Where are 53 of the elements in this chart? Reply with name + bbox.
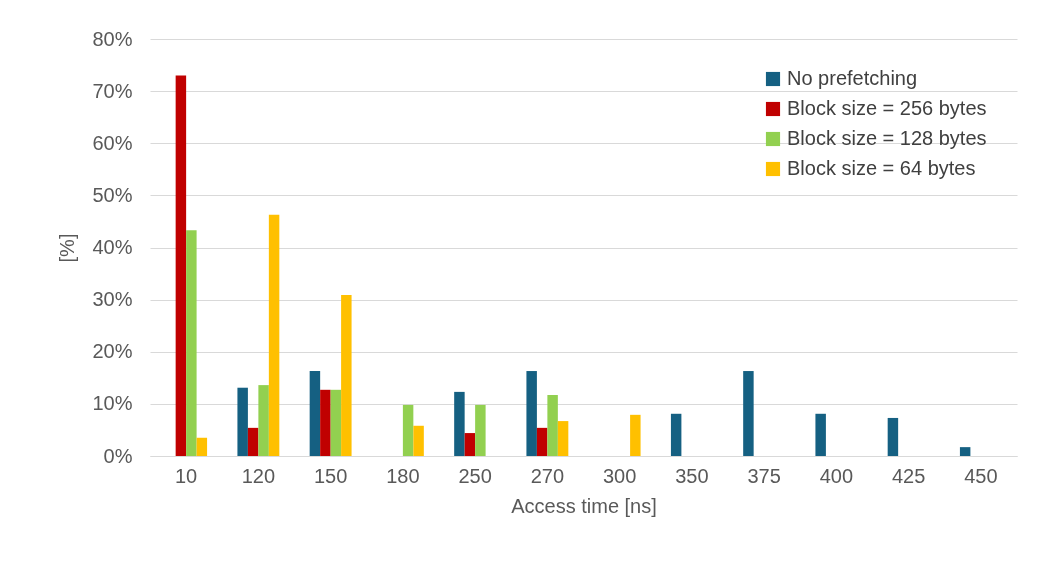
y-tick-label: 40% [92,236,133,258]
bar [341,294,352,456]
bar [402,404,414,456]
bar [237,387,248,456]
bar [330,389,342,456]
x-tick-label: 270 [530,464,565,487]
bar [413,425,424,456]
x-tick-label: 450 [964,464,998,487]
bar [959,447,971,456]
bar [815,413,826,456]
bar [309,371,321,456]
legend-label: Block size = 128 bytes [787,127,987,149]
x-axis-title: Access time [ns] [511,494,657,517]
bar [475,404,486,456]
y-tick-label: 70% [92,79,133,102]
bar [175,75,187,456]
y-axis-title: [%] [56,233,79,263]
bar [670,413,682,456]
bar [743,371,754,456]
y-tick-label: 20% [92,340,133,363]
bar [536,427,548,456]
bar [320,389,331,456]
bar [268,214,280,456]
bar [887,417,899,456]
y-tick-label: 80% [92,27,133,50]
y-tick-label: 0% [103,444,133,467]
x-tick-label: 375 [747,464,781,487]
y-tick-label: 30% [92,288,133,311]
bar [464,433,476,456]
y-tick-label: 60% [92,131,133,154]
y-tick-label: 10% [92,392,133,415]
bar [526,371,537,456]
x-tick-label: 250 [458,464,492,487]
legend-label: Block size = 64 bytes [787,157,976,179]
x-tick-label: 425 [891,464,926,487]
bar [258,385,269,456]
x-tick-label: 120 [241,464,276,487]
x-tick-label: 350 [675,464,709,487]
bar [454,391,465,456]
bar [557,421,569,456]
x-tick-label: 400 [819,464,854,487]
x-tick-label: 300 [602,464,637,487]
bar [630,414,641,456]
legend-label: No prefetching [787,67,918,89]
bar [196,437,208,456]
x-tick-label: 180 [386,464,420,487]
bar [547,395,558,456]
bar [247,427,259,456]
y-tick-label: 50% [92,183,133,206]
x-tick-label: 10 [175,464,198,487]
bar [186,230,197,456]
x-tick-label: 150 [313,464,348,487]
legend-label: Block size = 256 bytes [787,97,987,119]
